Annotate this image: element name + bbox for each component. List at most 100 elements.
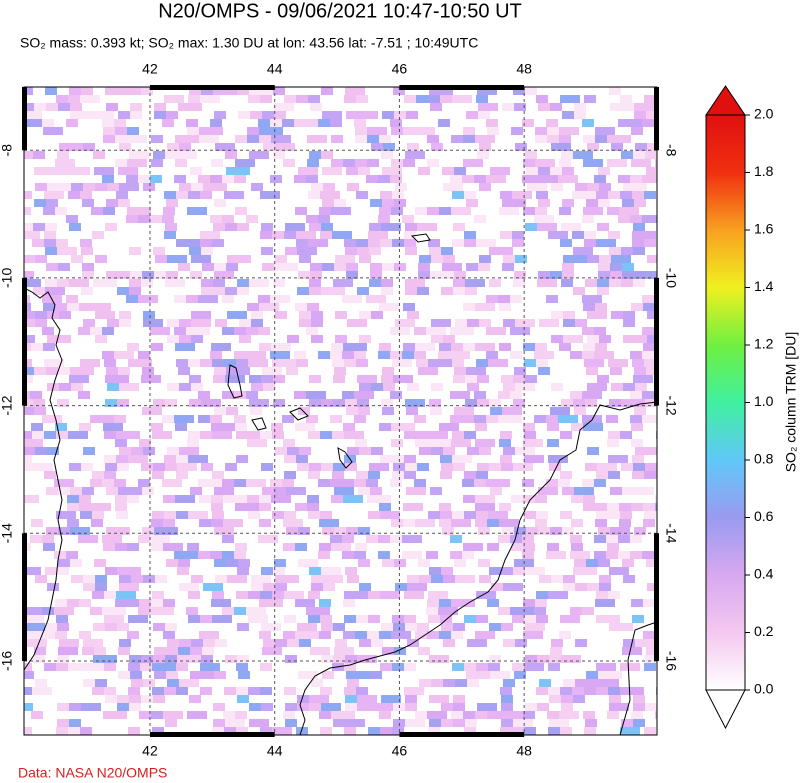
so2-pixel [212,511,224,519]
so2-pixel [70,487,82,495]
so2-pixel [275,639,287,647]
so2-pixel [198,295,218,303]
so2-pixel [32,239,44,247]
so2-pixel [452,239,472,247]
so2-pixel [645,703,657,711]
so2-pixel [222,215,234,223]
so2-pixel [213,87,225,95]
so2-pixel [655,503,657,511]
so2-pixel [609,567,629,575]
so2-pixel [477,375,489,383]
so2-pixel [215,319,227,327]
so2-pixel [587,583,599,591]
so2-pixel [174,175,186,183]
so2-pixel [549,695,561,703]
so2-pixel [191,255,211,263]
so2-pixel [595,127,615,135]
so2-pixel [106,487,126,495]
so2-pixel [511,711,523,719]
so2-pixel [535,599,547,607]
so2-pixel [319,207,331,215]
so2-pixel [130,111,142,119]
so2-pixel [644,359,657,367]
so2-pixel [119,447,131,455]
so2-pixel [153,151,165,159]
so2-pixel [490,487,502,495]
so2-pixel [162,479,182,487]
so2-pixel [478,111,490,119]
so2-pixel [359,583,371,591]
so2-pixel [345,399,357,407]
so2-pixel [551,183,563,191]
so2-pixel [335,639,347,647]
so2-pixel [430,487,442,495]
so2-pixel [166,111,178,119]
so2-pixel [211,503,223,511]
so2-pixel [298,167,318,175]
so2-pixel [368,239,380,247]
so2-pixel [94,167,114,175]
so2-pixel [24,231,40,239]
so2-pixel [246,215,258,223]
so2-pixel [354,351,366,359]
so2-pixel [522,119,534,127]
so2-pixel [321,655,333,663]
so2-pixel [635,335,655,343]
so2-pixel [119,583,139,591]
so2-pixel [283,711,295,719]
so2-pixel [450,175,470,183]
so2-pixel [270,479,282,487]
so2-pixel [597,375,609,383]
so2-pixel [630,175,642,183]
so2-pixel [234,415,246,423]
so2-pixel [474,215,486,223]
so2-pixel [165,223,177,231]
so2-pixel [618,551,630,559]
so2-pixel [647,143,657,151]
so2-pixel [594,351,614,359]
so2-pixel [368,591,388,599]
so2-pixel [475,439,495,447]
so2-pixel [186,607,198,615]
so2-pixel [597,279,617,287]
so2-pixel [271,135,291,143]
so2-pixel [43,631,55,639]
so2-pixel [452,431,472,439]
so2-pixel [59,639,79,647]
so2-pixel [296,359,308,367]
so2-pixel [270,119,290,127]
so2-pixel [499,303,511,311]
so2-pixel [427,711,447,719]
so2-pixel [550,647,562,655]
so2-pixel [536,359,548,367]
so2-pixel [114,607,126,615]
so2-pixel [129,703,141,711]
so2-pixel [186,327,198,335]
so2-pixel [563,583,575,591]
so2-pixel [345,463,357,471]
so2-pixel [24,343,31,351]
so2-pixel [82,199,94,207]
so2-pixel [129,87,149,95]
so2-pixel [115,495,135,503]
so2-pixel [586,559,598,567]
so2-pixel [215,639,227,647]
so2-pixel [43,303,63,311]
so2-pixel [249,375,261,383]
so2-pixel [226,559,238,567]
so2-pixel [201,87,213,95]
so2-pixel [622,199,634,207]
so2-pixel [379,303,399,311]
so2-pixel [583,503,603,511]
so2-pixel [271,127,283,135]
so2-pixel [127,135,147,143]
so2-pixel [143,183,155,191]
so2-pixel [167,335,187,343]
so2-pixel [224,191,244,199]
so2-pixel [534,351,554,359]
so2-pixel [394,647,406,655]
so2-pixel [598,671,618,679]
so2-pixel [211,599,231,607]
so2-pixel [378,215,390,223]
so2-pixel [390,535,402,543]
